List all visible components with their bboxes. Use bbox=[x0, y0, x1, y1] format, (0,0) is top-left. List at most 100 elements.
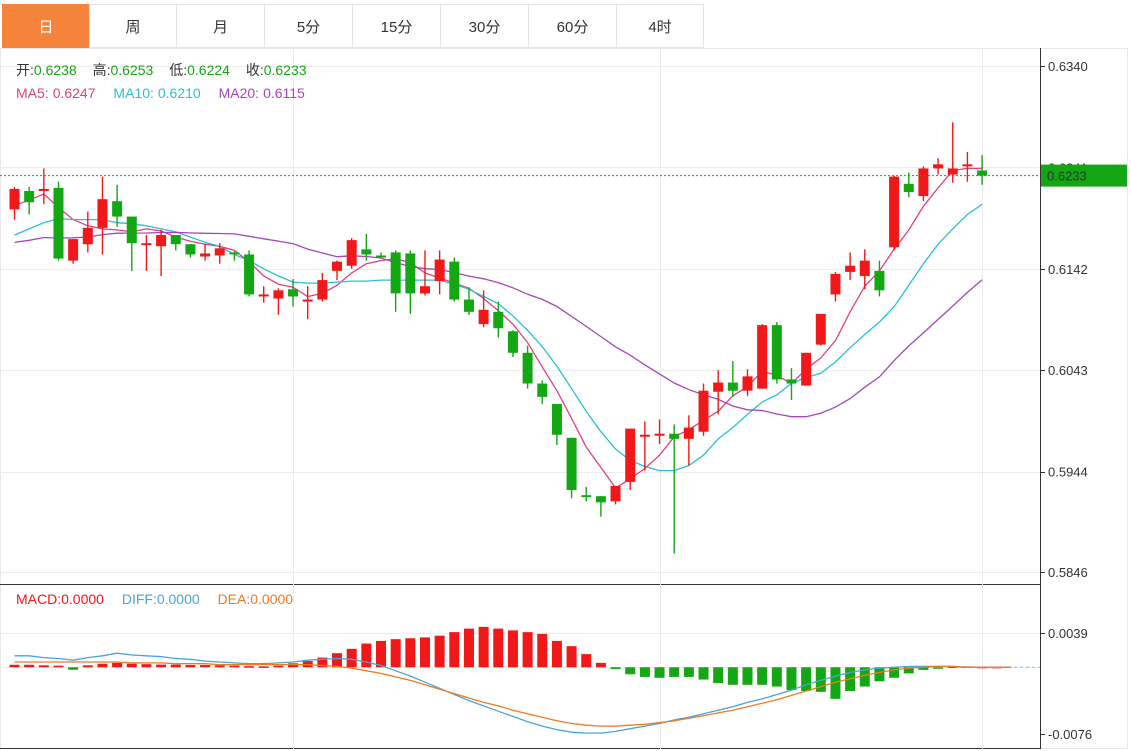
low-value: 0.6224 bbox=[187, 62, 230, 78]
macd-bar bbox=[537, 633, 548, 668]
macd-bar bbox=[654, 667, 665, 678]
tab-60min[interactable]: 60分 bbox=[528, 4, 617, 48]
macd-bar bbox=[346, 648, 357, 668]
candle-body bbox=[522, 352, 533, 384]
candle-body bbox=[24, 190, 35, 203]
macd-bar bbox=[830, 667, 841, 699]
diff-label: DIFF: bbox=[122, 591, 157, 607]
tab-4hour[interactable]: 4时 bbox=[616, 4, 704, 48]
macd-bar bbox=[463, 628, 474, 668]
close-label: 收: bbox=[246, 62, 264, 78]
macd-bar bbox=[639, 667, 650, 677]
macd-tick-label: -0.0076 bbox=[1048, 727, 1092, 742]
macd-bar bbox=[889, 667, 900, 678]
macd-bar bbox=[229, 665, 240, 668]
candle-body bbox=[68, 239, 79, 261]
y-tick-label: 0.5944 bbox=[1048, 465, 1088, 480]
macd-bar bbox=[771, 667, 782, 687]
macd-bar bbox=[24, 664, 35, 668]
macd-label: MACD: bbox=[16, 591, 61, 607]
candle-body bbox=[903, 183, 914, 192]
candle-body bbox=[537, 383, 548, 397]
macd-bar bbox=[126, 663, 137, 668]
macd-bar bbox=[332, 653, 343, 668]
macd-bar bbox=[405, 638, 416, 668]
tab-week[interactable]: 周 bbox=[89, 4, 177, 48]
candle-body bbox=[771, 325, 782, 380]
candle-body bbox=[419, 286, 430, 294]
candle-body bbox=[244, 254, 255, 295]
tab-5min[interactable]: 5分 bbox=[264, 4, 353, 48]
candle-body bbox=[229, 252, 240, 255]
macd-bar bbox=[244, 666, 255, 668]
candle-body bbox=[581, 495, 592, 498]
candle-body bbox=[933, 164, 944, 169]
macd-value: 0.0000 bbox=[61, 591, 104, 607]
macd-bar bbox=[156, 664, 167, 668]
macd-bar bbox=[786, 667, 797, 691]
macd-bar bbox=[625, 667, 636, 675]
macd-bar bbox=[727, 667, 738, 685]
candle-body bbox=[874, 270, 885, 291]
macd-bar bbox=[815, 667, 826, 692]
candle-body bbox=[845, 265, 856, 272]
macd-bar bbox=[273, 665, 284, 668]
y-tick-labels: 0.63400.62410.61420.60430.59440.58460.00… bbox=[1040, 59, 1092, 742]
candle-body bbox=[742, 376, 753, 391]
candle-body bbox=[757, 325, 768, 389]
macd-bar bbox=[82, 665, 93, 668]
candle-body bbox=[141, 243, 152, 246]
macd-bar bbox=[288, 663, 299, 668]
high-label: 高: bbox=[93, 62, 111, 78]
candle-body bbox=[346, 240, 357, 266]
macd-bar bbox=[258, 666, 269, 668]
candle-body bbox=[639, 434, 650, 437]
macd-bar bbox=[742, 667, 753, 685]
tab-30min[interactable]: 30分 bbox=[440, 4, 529, 48]
macd-lines bbox=[14, 652, 1012, 734]
candle-body bbox=[405, 253, 416, 294]
macd-bar bbox=[933, 667, 944, 669]
candle-body bbox=[302, 299, 313, 302]
candle-body bbox=[214, 248, 225, 256]
candle-body bbox=[449, 261, 460, 300]
candle-body bbox=[977, 170, 988, 176]
candle-body bbox=[551, 404, 562, 435]
candle-body bbox=[625, 428, 636, 482]
macd-bar bbox=[68, 667, 79, 670]
macd-bar bbox=[610, 667, 621, 670]
candle-body bbox=[258, 294, 269, 297]
tab-month[interactable]: 月 bbox=[176, 4, 265, 48]
tab-15min[interactable]: 15分 bbox=[352, 4, 441, 48]
grid bbox=[0, 48, 1040, 749]
candle-body bbox=[361, 249, 372, 255]
ohlc-info: 开:0.6238 高:0.6253 低:0.6224 收:0.6233 bbox=[16, 62, 307, 78]
candle-body bbox=[170, 235, 181, 245]
macd-bar bbox=[683, 667, 694, 677]
macd-bar bbox=[141, 664, 152, 668]
candle-body bbox=[434, 259, 445, 282]
macd-bar bbox=[376, 640, 386, 668]
macd-tick-label: 0.0039 bbox=[1048, 626, 1088, 641]
macd-bar bbox=[9, 664, 20, 668]
macd-bar bbox=[903, 667, 914, 674]
candle-body bbox=[38, 188, 49, 191]
candle-body bbox=[463, 299, 474, 312]
candle-body bbox=[801, 352, 812, 386]
candle-body bbox=[126, 216, 137, 244]
open-label: 开: bbox=[16, 62, 34, 78]
ma10-label: MA10: bbox=[113, 85, 153, 101]
macd-bar bbox=[859, 667, 870, 687]
candle-body bbox=[962, 164, 973, 167]
y-tick-label: 0.6043 bbox=[1048, 363, 1088, 378]
macd-bar bbox=[947, 666, 958, 668]
y-tick-label: 0.6142 bbox=[1048, 262, 1088, 277]
macd-bar bbox=[478, 626, 489, 668]
macd-bar bbox=[918, 667, 929, 670]
candle-body bbox=[947, 168, 958, 175]
dea-label: DEA: bbox=[218, 591, 251, 607]
tab-day[interactable]: 日 bbox=[2, 4, 90, 48]
y-tick-label: 0.6340 bbox=[1048, 59, 1088, 74]
ma20-line bbox=[14, 231, 983, 418]
